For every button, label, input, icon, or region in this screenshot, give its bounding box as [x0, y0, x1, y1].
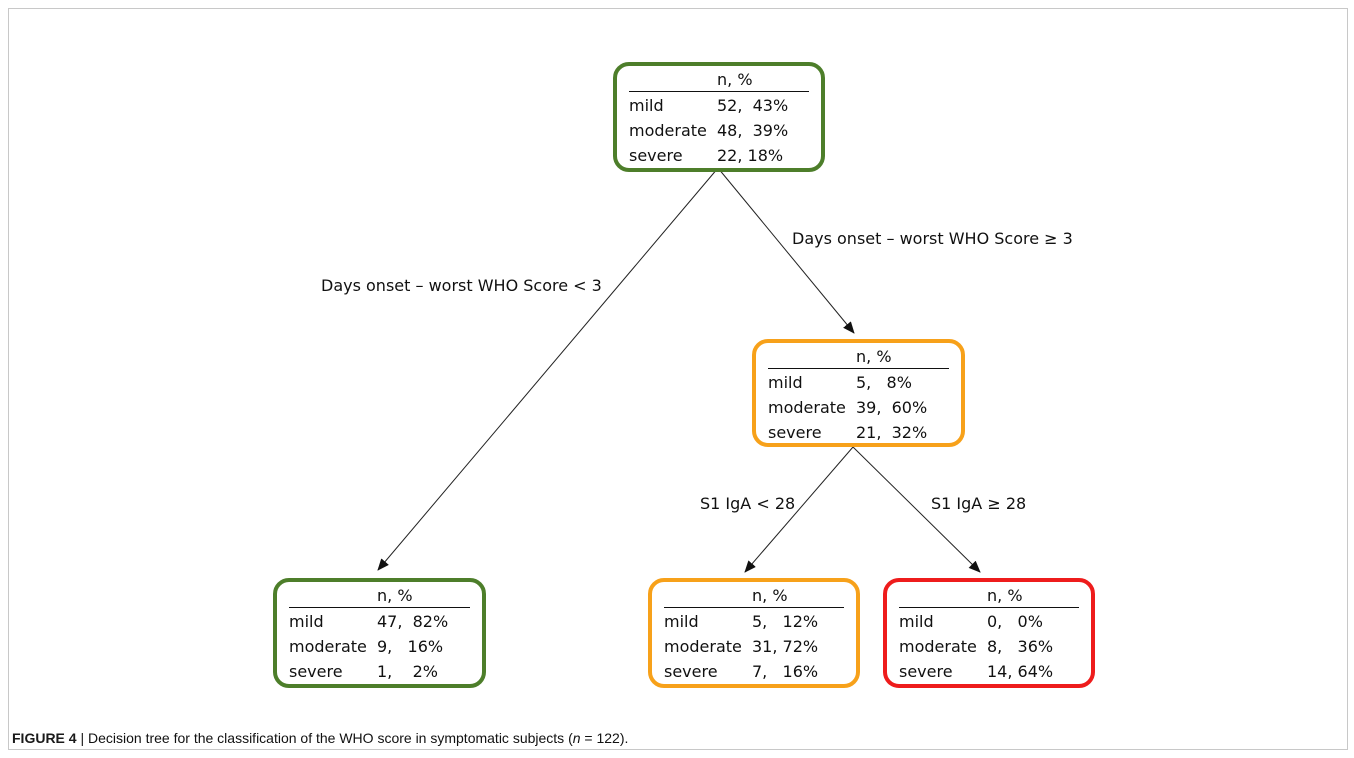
node-header-stats: n, % — [987, 585, 1079, 608]
edge-label-days-lt-3: Days onset – worst WHO Score < 3 — [321, 276, 602, 295]
class-label: mild — [629, 95, 664, 115]
node-header-label — [664, 585, 752, 608]
node-row: severe 14, 64% — [899, 658, 1079, 683]
class-label: severe — [768, 422, 822, 442]
node-row: mild 0, 0% — [899, 608, 1079, 634]
figure-label: FIGURE 4 — [12, 730, 77, 746]
node-header-stats: n, % — [377, 585, 470, 608]
class-stats: 21, 32% — [856, 422, 928, 442]
node-header-stats: n, % — [752, 585, 844, 608]
edge-root-to-high-days — [717, 167, 855, 334]
node-header-stats: n, % — [856, 346, 949, 369]
class-label: severe — [289, 661, 343, 681]
node-header-label — [899, 585, 987, 608]
class-label: moderate — [664, 636, 742, 656]
edge-label-iga-ge-28: S1 IgA ≥ 28 — [931, 494, 1027, 513]
tree-node-root: n, % mild 52, 43% moderate 48, 39% severe 2… — [613, 62, 825, 172]
caption-separator: | — [76, 730, 88, 746]
node-row: mild 5, 8% — [768, 369, 949, 395]
node-row: mild 47, 82% — [289, 608, 470, 634]
caption-text-end: = 122). — [580, 730, 629, 746]
node-row: moderate 39, 60% — [768, 394, 949, 419]
class-stats: 52, 43% — [717, 95, 789, 115]
node-header-label — [289, 585, 377, 608]
figure-caption: FIGURE 4 | Decision tree for the classif… — [12, 730, 628, 746]
node-row: mild 52, 43% — [629, 92, 809, 118]
class-label: moderate — [899, 636, 977, 656]
class-stats: 8, 36% — [987, 636, 1054, 656]
node-row: moderate 31, 72% — [664, 633, 844, 658]
edge-high-days-to-low-iga — [744, 446, 854, 573]
tree-node-low-days: n, % mild 47, 82% moderate 9, 16% severe 1,… — [273, 578, 486, 688]
node-row: severe 1, 2% — [289, 658, 470, 683]
tree-node-low-iga: n, % mild 5, 12% moderate 31, 72% severe 7,… — [648, 578, 860, 688]
class-stats: 5, 12% — [752, 611, 819, 631]
class-label: moderate — [629, 120, 707, 140]
node-header-label — [768, 346, 856, 369]
edge-high-days-to-high-iga — [852, 446, 981, 573]
class-stats: 39, 60% — [856, 397, 928, 417]
class-stats: 9, 16% — [377, 636, 444, 656]
node-header-stats: n, % — [717, 69, 809, 92]
class-stats: 0, 0% — [987, 611, 1043, 631]
class-label: mild — [289, 611, 324, 631]
class-label: severe — [899, 661, 953, 681]
class-stats: 22, 18% — [717, 145, 784, 165]
edge-label-days-ge-3: Days onset – worst WHO Score ≥ 3 — [792, 229, 1073, 248]
class-stats: 48, 39% — [717, 120, 789, 140]
class-stats: 7, 16% — [752, 661, 819, 681]
class-label: severe — [664, 661, 718, 681]
caption-text: Decision tree for the classification of … — [88, 730, 573, 746]
node-row: moderate 48, 39% — [629, 117, 809, 142]
node-row: severe 21, 32% — [768, 419, 949, 444]
figure-frame — [8, 8, 1348, 750]
class-stats: 5, 8% — [856, 372, 912, 392]
class-label: mild — [899, 611, 934, 631]
tree-node-high-iga: n, % mild 0, 0% moderate 8, 36% severe 14, … — [883, 578, 1095, 688]
class-label: moderate — [289, 636, 367, 656]
class-label: severe — [629, 145, 683, 165]
class-stats: 47, 82% — [377, 611, 449, 631]
class-stats: 14, 64% — [987, 661, 1054, 681]
tree-node-high-days: n, % mild 5, 8% moderate 39, 60% severe 21,… — [752, 339, 965, 447]
caption-n-symbol: n — [572, 730, 581, 746]
class-stats: 31, 72% — [752, 636, 819, 656]
node-row: severe 22, 18% — [629, 142, 809, 167]
node-header-label — [629, 69, 717, 92]
node-row: severe 7, 16% — [664, 658, 844, 683]
class-label: moderate — [768, 397, 846, 417]
node-row: moderate 8, 36% — [899, 633, 1079, 658]
class-label: mild — [768, 372, 803, 392]
edge-root-to-low-days — [377, 167, 719, 571]
edge-label-iga-lt-28: S1 IgA < 28 — [700, 494, 796, 513]
node-row: moderate 9, 16% — [289, 633, 470, 658]
class-stats: 1, 2% — [377, 661, 438, 681]
class-label: mild — [664, 611, 699, 631]
node-row: mild 5, 12% — [664, 608, 844, 634]
